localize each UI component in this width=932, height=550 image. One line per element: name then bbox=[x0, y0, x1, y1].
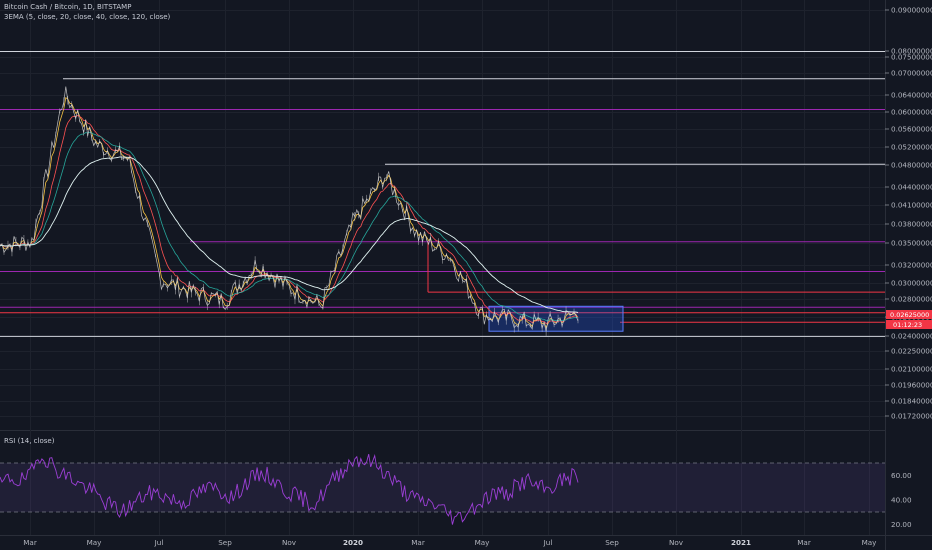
candles bbox=[0, 86, 579, 336]
time-label: Jul bbox=[154, 538, 164, 547]
rsi-title[interactable]: RSI (14, close) bbox=[4, 437, 55, 445]
indicator-title[interactable]: 3EMA (5, close, 20, close, 40, close, 12… bbox=[4, 13, 171, 21]
countdown-tag bbox=[886, 320, 932, 329]
price-tick-label: 0.07500000 bbox=[891, 53, 932, 62]
time-label: Nov bbox=[282, 538, 297, 547]
rsi-tick-label: 60.00 bbox=[891, 471, 912, 480]
rsi-pane[interactable] bbox=[0, 430, 885, 535]
price-tick-label: 0.05600000 bbox=[891, 125, 932, 134]
price-tick-label: 0.03800000 bbox=[891, 220, 932, 229]
current-price-tag bbox=[886, 310, 932, 319]
price-tick-label: 0.08000000 bbox=[891, 47, 932, 56]
time-label: May bbox=[87, 538, 103, 547]
time-label: Sep bbox=[605, 538, 619, 547]
time-label: Nov bbox=[669, 538, 684, 547]
rsi-indicator bbox=[0, 453, 885, 525]
price-tick-label: 0.06000000 bbox=[891, 108, 932, 117]
rsi-line bbox=[0, 453, 579, 525]
price-tick-label: 0.04800000 bbox=[891, 161, 932, 170]
time-label: May bbox=[862, 538, 878, 547]
price-tick-label: 0.09000000 bbox=[891, 6, 932, 15]
price-tick-label: 0.05200000 bbox=[891, 143, 932, 152]
time-axis[interactable]: Mar May Jul Sep Nov 2020 Mar May Jul Sep Nov 2021 Ma… bbox=[23, 538, 877, 547]
time-label: 2021 bbox=[731, 538, 751, 547]
time-label: Mar bbox=[797, 538, 811, 547]
price-tick-label: 0.01720000 bbox=[891, 412, 932, 421]
countdown-tag-text: 01:12:23 bbox=[893, 321, 922, 329]
time-label: Mar bbox=[411, 538, 425, 547]
price-tick-label: 0.02400000 bbox=[891, 332, 932, 341]
ema-120-line bbox=[0, 156, 579, 313]
time-label: Jul bbox=[543, 538, 553, 547]
price-tick-label: 0.01840000 bbox=[891, 397, 932, 406]
ema-5-line bbox=[0, 97, 579, 329]
ema-40-line bbox=[0, 131, 579, 322]
rsi-tick-label: 40.00 bbox=[891, 495, 912, 504]
time-label: Sep bbox=[218, 538, 232, 547]
time-label: May bbox=[475, 538, 491, 547]
rsi-tick-label: 20.00 bbox=[891, 520, 912, 529]
time-label: 2020 bbox=[343, 538, 363, 547]
price-tick-label: 0.03200000 bbox=[891, 261, 932, 270]
price-tick-label: 0.02100000 bbox=[891, 365, 932, 374]
price-pane[interactable] bbox=[0, 0, 885, 430]
price-tick-label: 0.02250000 bbox=[891, 347, 932, 356]
price-tick-label: 0.07000000 bbox=[891, 69, 932, 78]
price-tick-label: 0.03500000 bbox=[891, 239, 932, 248]
price-tick-label: 0.02800000 bbox=[891, 295, 932, 304]
price-tick-label: 0.06400000 bbox=[891, 91, 932, 100]
price-tick-label: 0.01960000 bbox=[891, 381, 932, 390]
time-label: Mar bbox=[23, 538, 37, 547]
price-tick-label: 0.04400000 bbox=[891, 183, 932, 192]
rsi-band bbox=[0, 463, 885, 512]
price-series-line bbox=[0, 86, 579, 332]
horizontal-levels[interactable] bbox=[0, 50, 885, 337]
grid bbox=[0, 0, 885, 535]
price-tick-label: 0.04100000 bbox=[891, 201, 932, 210]
current-price-tag-text: 0.02625000 bbox=[890, 311, 929, 319]
ema-lines bbox=[0, 97, 579, 329]
symbol-title[interactable]: Bitcoin Cash / Bitcoin, 1D, BITSTAMP bbox=[4, 3, 131, 11]
price-tick-label: 0.03000000 bbox=[891, 279, 932, 288]
